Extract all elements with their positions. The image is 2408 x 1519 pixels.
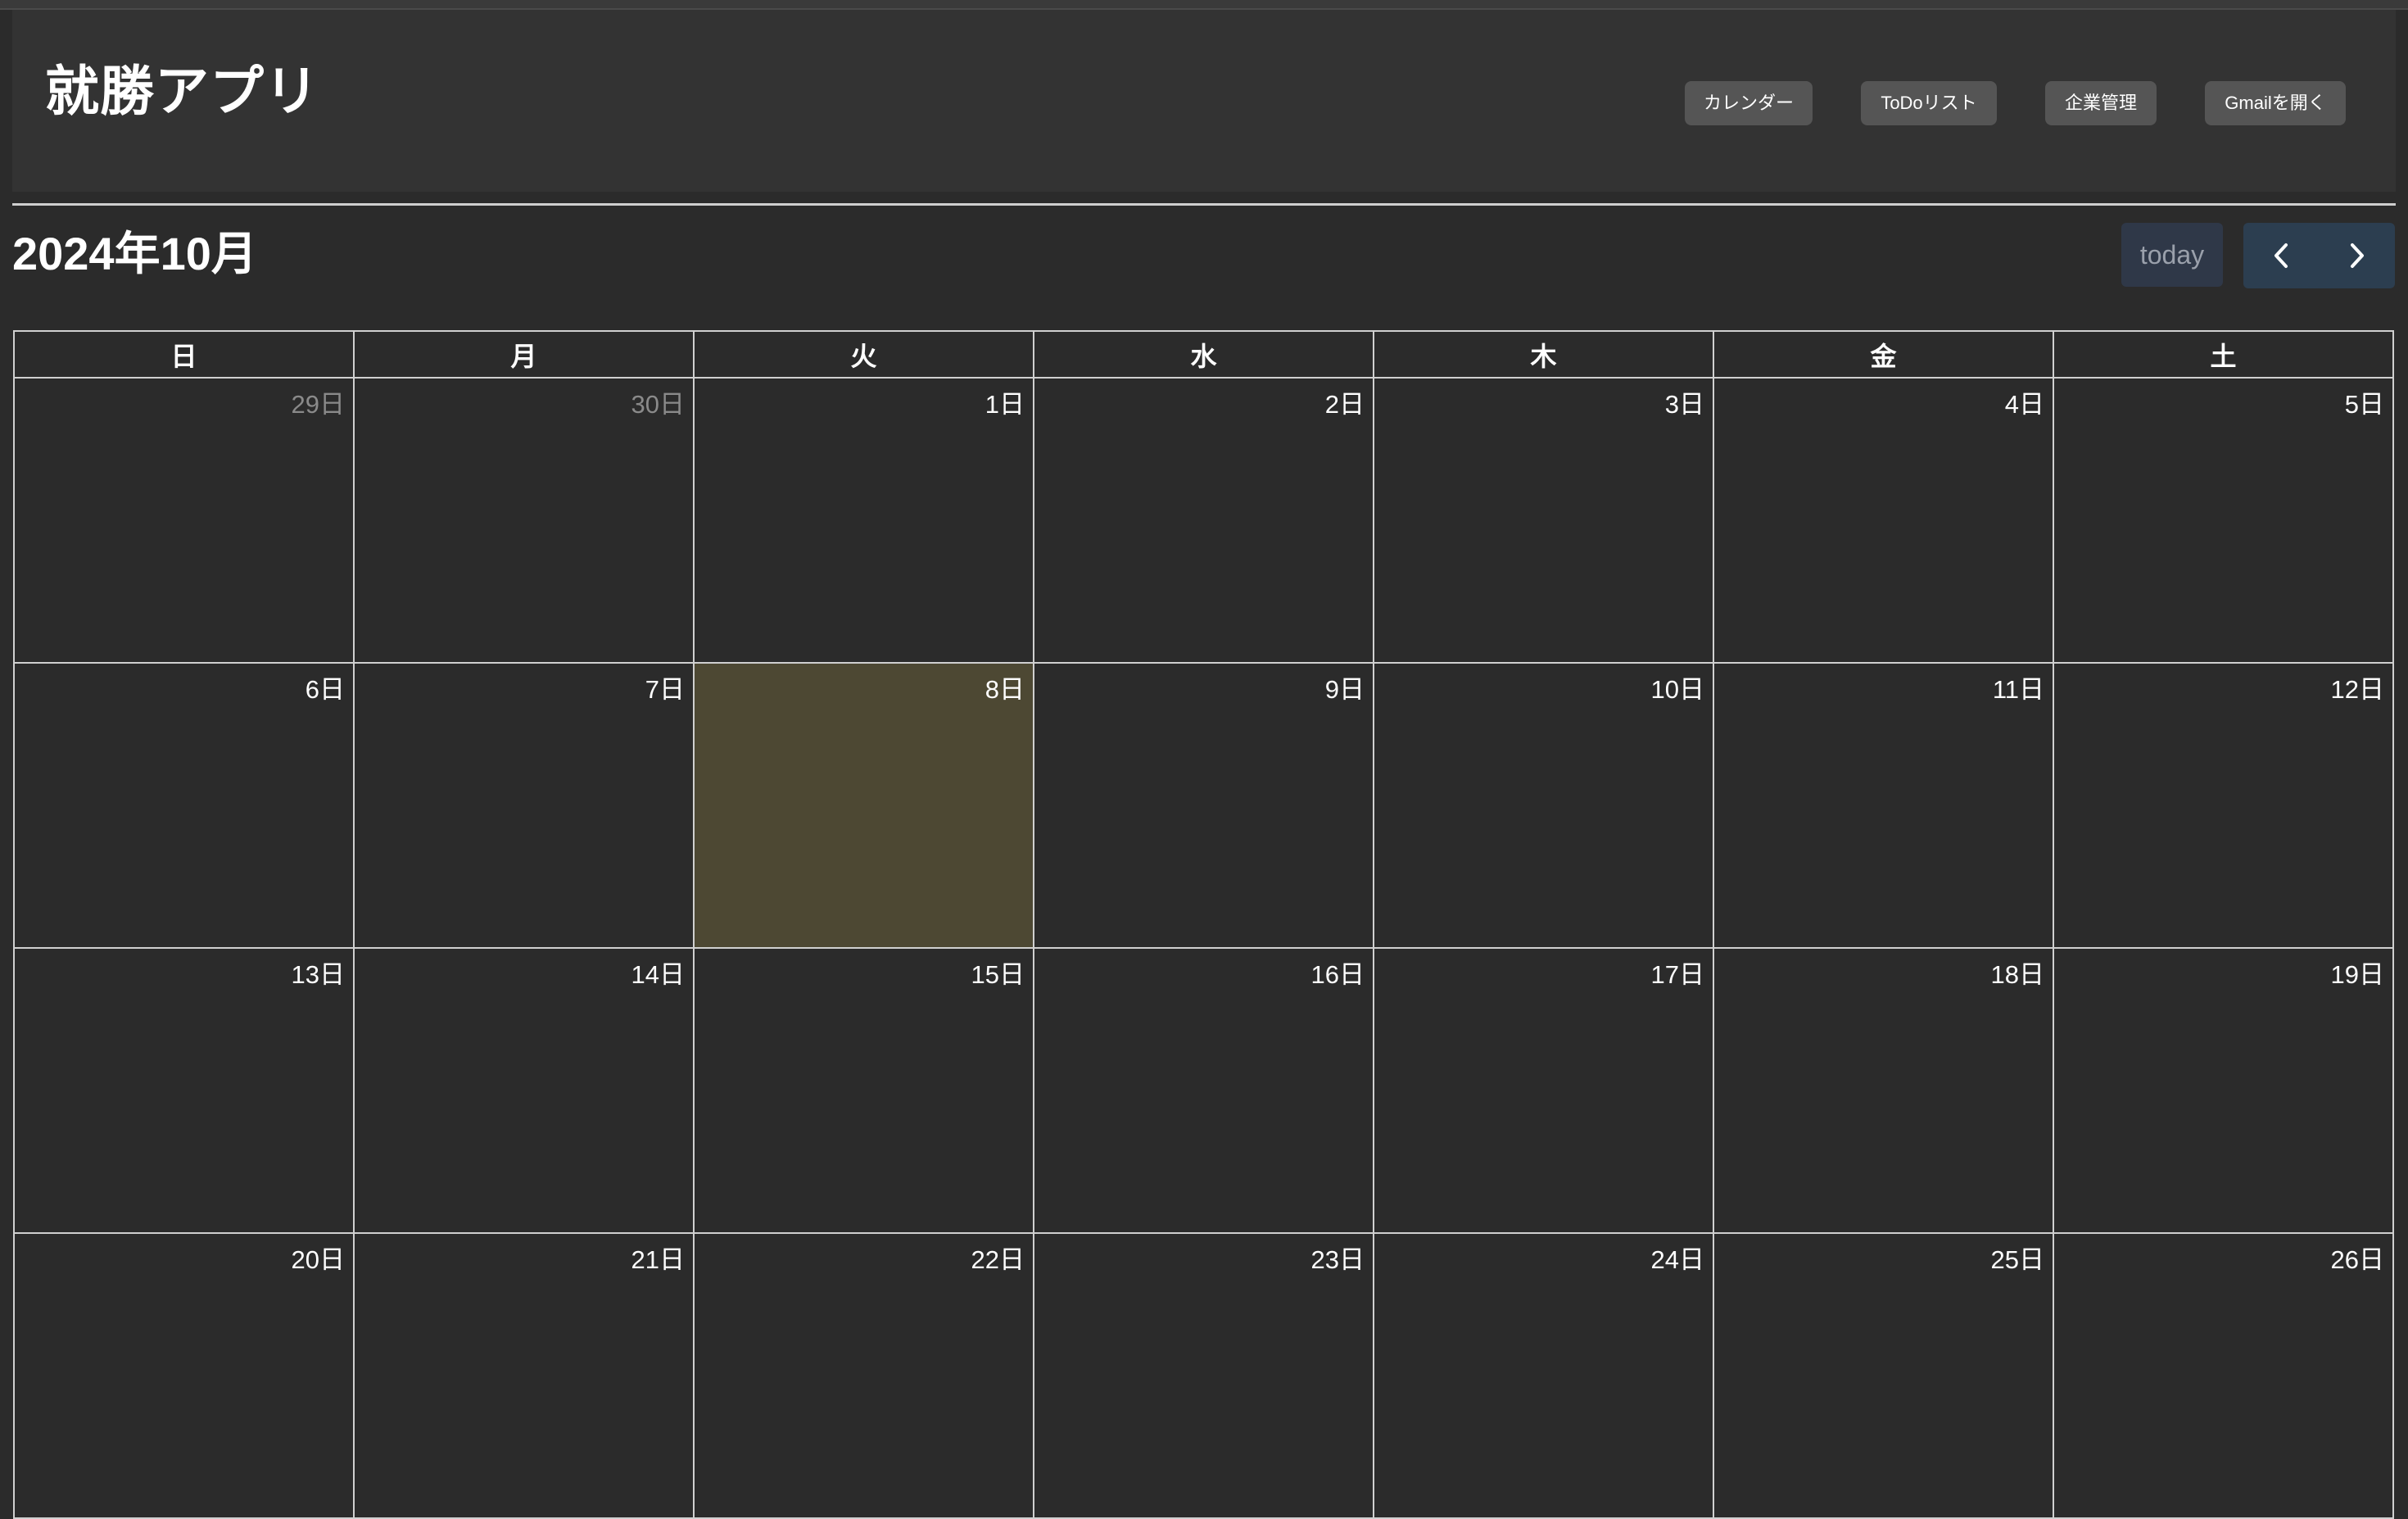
day-number: 19日 <box>2330 960 2384 989</box>
weekday-fri: 金 <box>1713 330 2054 379</box>
day-number: 29日 <box>291 390 345 419</box>
day-number: 23日 <box>1310 1245 1365 1274</box>
app-title: 就勝アプリ <box>45 61 319 121</box>
nav-todo-button[interactable]: ToDoリスト <box>1861 81 1997 125</box>
day-number: 26日 <box>2330 1245 2384 1274</box>
prev-month-button[interactable] <box>2243 223 2320 288</box>
month-title: 2024年10月 <box>12 228 257 279</box>
day-number: 9日 <box>1324 675 1365 704</box>
day-cell[interactable]: 24日 <box>1373 1232 1714 1519</box>
weekday-sun: 日 <box>13 330 355 379</box>
today-day-cell[interactable]: 8日 <box>693 662 1034 949</box>
day-cell[interactable]: 16日 <box>1033 947 1374 1234</box>
day-cell[interactable]: 18日 <box>1713 947 2054 1234</box>
day-cell[interactable]: 20日 <box>13 1232 355 1519</box>
day-cell[interactable]: 10日 <box>1373 662 1714 949</box>
day-number: 18日 <box>1990 960 2044 989</box>
day-cell[interactable]: 25日 <box>1713 1232 2054 1519</box>
day-cell[interactable]: 12日 <box>2053 662 2394 949</box>
day-cell[interactable]: 6日 <box>13 662 355 949</box>
weekday-wed: 水 <box>1033 330 1374 379</box>
day-cell[interactable]: 26日 <box>2053 1232 2394 1519</box>
day-cell[interactable]: 7日 <box>353 662 695 949</box>
day-number: 4日 <box>2004 390 2044 419</box>
day-number: 16日 <box>1310 960 1365 989</box>
day-number: 13日 <box>291 960 345 989</box>
nav-gmail-button[interactable]: Gmailを開く <box>2205 81 2346 125</box>
day-number: 20日 <box>291 1245 345 1274</box>
window-top-edge <box>0 0 2408 10</box>
app-header: 就勝アプリ カレンダー ToDoリスト 企業管理 Gmailを開く <box>12 10 2396 192</box>
day-number: 12日 <box>2330 675 2384 704</box>
day-number: 17日 <box>1650 960 1704 989</box>
day-cell[interactable]: 21日 <box>353 1232 695 1519</box>
day-cell[interactable]: 19日 <box>2053 947 2394 1234</box>
day-number: 6日 <box>305 675 345 704</box>
day-cell[interactable]: 9日 <box>1033 662 1374 949</box>
week-row: 20日 21日 22日 23日 24日 25日 26日 <box>13 1232 2394 1519</box>
day-number: 7日 <box>645 675 685 704</box>
weekday-header-row: 日 月 火 水 木 金 土 <box>13 330 2394 379</box>
day-cell[interactable]: 15日 <box>693 947 1034 1234</box>
weekday-sat: 土 <box>2053 330 2394 379</box>
day-cell[interactable]: 1日 <box>693 377 1034 664</box>
day-number: 10日 <box>1650 675 1704 704</box>
day-cell[interactable]: 22日 <box>693 1232 1034 1519</box>
day-number: 30日 <box>631 390 685 419</box>
nav-companies-button[interactable]: 企業管理 <box>2045 81 2157 125</box>
day-cell[interactable]: 14日 <box>353 947 695 1234</box>
weekday-thu: 木 <box>1373 330 1714 379</box>
day-cell[interactable]: 5日 <box>2053 377 2394 664</box>
chevron-left-icon <box>2272 242 2290 270</box>
day-number: 8日 <box>984 675 1025 704</box>
day-cell[interactable]: 13日 <box>13 947 355 1234</box>
day-number: 21日 <box>631 1245 685 1274</box>
today-button[interactable]: today <box>2121 223 2223 287</box>
day-number: 11日 <box>1992 675 2044 704</box>
day-cell[interactable]: 29日 <box>13 377 355 664</box>
day-number: 3日 <box>1664 390 1704 419</box>
day-number: 5日 <box>2344 390 2384 419</box>
day-cell[interactable]: 17日 <box>1373 947 1714 1234</box>
month-nav-group <box>2243 223 2395 288</box>
day-cell[interactable]: 23日 <box>1033 1232 1374 1519</box>
day-cell[interactable]: 30日 <box>353 377 695 664</box>
week-row: 29日 30日 1日 2日 3日 4日 5日 <box>13 377 2394 664</box>
weekday-mon: 月 <box>353 330 695 379</box>
day-number: 15日 <box>971 960 1025 989</box>
week-row: 6日 7日 8日 9日 10日 11日 12日 <box>13 662 2394 949</box>
day-cell[interactable]: 3日 <box>1373 377 1714 664</box>
nav-calendar-button[interactable]: カレンダー <box>1685 81 1813 125</box>
day-number: 25日 <box>1990 1245 2044 1274</box>
next-month-button[interactable] <box>2320 223 2396 288</box>
month-calendar-grid: 日 月 火 水 木 金 土 29日 30日 1日 2日 3日 4日 5日 6日 … <box>13 330 2394 1519</box>
day-cell[interactable]: 4日 <box>1713 377 2054 664</box>
day-number: 2日 <box>1324 390 1365 419</box>
chevron-right-icon <box>2348 242 2366 270</box>
day-number: 24日 <box>1650 1245 1704 1274</box>
day-cell[interactable]: 2日 <box>1033 377 1374 664</box>
week-row: 13日 14日 15日 16日 17日 18日 19日 <box>13 947 2394 1234</box>
weekday-tue: 火 <box>693 330 1034 379</box>
day-cell[interactable]: 11日 <box>1713 662 2054 949</box>
header-divider <box>12 203 2396 206</box>
day-number: 22日 <box>971 1245 1025 1274</box>
day-number: 14日 <box>631 960 685 989</box>
day-number: 1日 <box>984 390 1025 419</box>
